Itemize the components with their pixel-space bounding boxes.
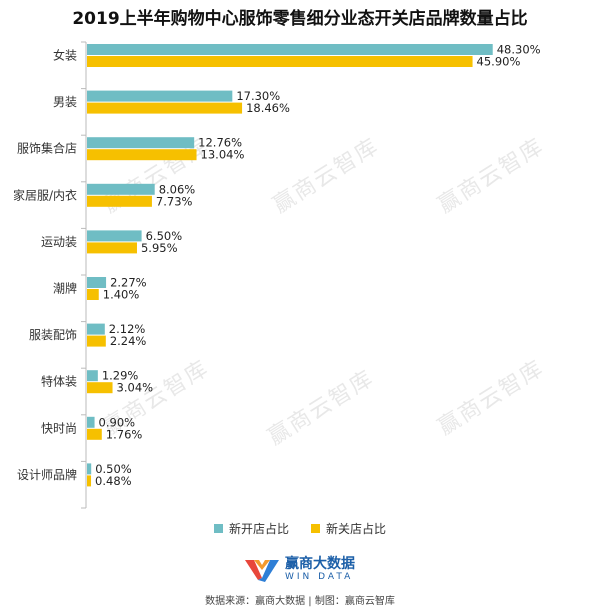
- category-label: 特体装: [41, 374, 77, 389]
- data-label: 48.30%: [497, 43, 541, 57]
- legend-label-opened: 新开店占比: [228, 522, 289, 536]
- legend-swatch-closed: [311, 524, 320, 533]
- logo-icon: [245, 559, 279, 582]
- legend-item-opened: 新开店占比: [213, 520, 289, 537]
- category-label: 服饰集合店: [17, 141, 77, 156]
- category-label: 男装: [53, 95, 77, 109]
- bar-closed: [87, 289, 99, 300]
- bar-closed: [87, 382, 113, 394]
- bar-closed: [87, 242, 137, 254]
- legend-label-closed: 新关店占比: [326, 522, 387, 536]
- bar-opened: [87, 463, 92, 475]
- bar-opened: [87, 416, 95, 428]
- chart-title: 2019上半年购物中心服饰零售细分业态开关店品牌数量占比: [72, 9, 528, 29]
- data-label: 18.46%: [246, 101, 290, 115]
- bar-closed: [87, 475, 92, 487]
- data-label: 3.04%: [117, 381, 154, 395]
- bar-closed: [87, 56, 473, 67]
- data-label: 0.50%: [95, 462, 132, 476]
- data-label: 2.24%: [110, 334, 147, 348]
- logo-subtitle: WIN DATA: [285, 572, 354, 582]
- data-label: 8.06%: [159, 182, 196, 196]
- category-label: 设计师品牌: [17, 468, 77, 482]
- category-label: 家居服/内衣: [13, 187, 77, 202]
- data-label: 12.76%: [198, 136, 242, 150]
- data-label: 13.04%: [201, 148, 245, 162]
- category-label: 服装配饰: [29, 328, 77, 342]
- data-label: 0.90%: [99, 415, 136, 429]
- category-label: 女装: [53, 48, 77, 63]
- bar-opened: [87, 370, 98, 382]
- data-label: 0.48%: [95, 474, 132, 488]
- data-label: 6.50%: [146, 229, 183, 243]
- category-label: 潮牌: [53, 281, 77, 296]
- bar-opened: [87, 44, 493, 55]
- bar-opened: [87, 137, 195, 149]
- data-label: 7.73%: [156, 194, 193, 208]
- logo: 赢商大数据 WIN DATA: [0, 556, 600, 583]
- data-label: 2.12%: [109, 322, 146, 336]
- data-label: 5.95%: [141, 241, 178, 255]
- bar-closed: [87, 195, 152, 207]
- logo-name: 赢商大数据: [285, 556, 355, 572]
- category-label: 运动装: [41, 235, 77, 249]
- data-label: 1.29%: [102, 369, 139, 383]
- bar-closed: [87, 102, 243, 114]
- data-label: 2.27%: [110, 276, 147, 290]
- legend-item-closed: 新关店占比: [311, 520, 386, 537]
- bar-opened: [87, 90, 233, 102]
- bar-opened: [87, 277, 107, 288]
- data-label: 45.90%: [477, 55, 521, 69]
- bar-closed: [87, 335, 106, 347]
- bar-closed: [87, 149, 197, 161]
- data-label: 1.76%: [106, 427, 143, 441]
- data-label: 1.40%: [103, 288, 140, 302]
- bar-opened: [87, 230, 142, 242]
- data-label: 17.30%: [236, 89, 280, 103]
- bar-chart: 女装 48.30%45.90%男装 17.30%18.46%服饰集合店 12.76%1…: [13, 41, 541, 509]
- category-label: 快时尚: [41, 421, 77, 435]
- legend-swatch-opened: [213, 524, 223, 533]
- bar-opened: [87, 323, 105, 335]
- bar-closed: [87, 428, 102, 440]
- bar-opened: [87, 183, 155, 195]
- legend: 新开店占比 新关店占比: [0, 520, 600, 537]
- source-note: 数据来源：赢商大数据 | 制图：赢商云智库: [205, 596, 395, 607]
